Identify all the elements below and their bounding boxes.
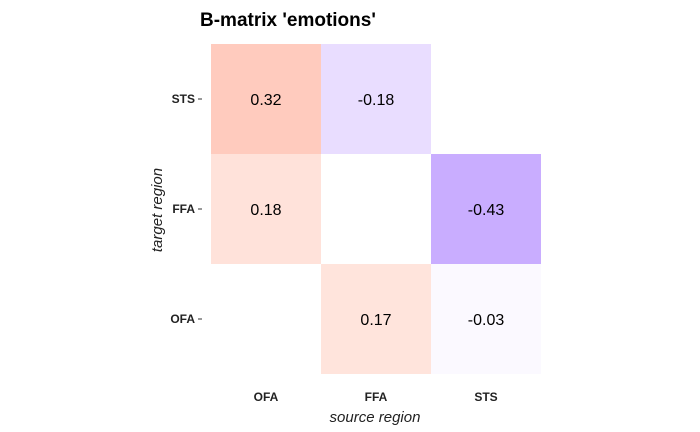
x-tick-label-ofa: OFA [254,390,279,404]
chart-title: B-matrix 'emotions' [200,10,376,31]
heatmap-cell-ffa-ffa [321,154,431,264]
x-tick-label-sts: STS [474,390,497,404]
heatmap-cell-ofa-sts [431,264,541,374]
x-axis-label: source region [330,409,421,426]
y-tick-label-ffa: FFA [172,202,195,216]
heatmap-cell-ffa-sts [431,154,541,264]
x-tick-label-ffa: FFA [365,390,388,404]
y-axis-ticks: STS FFA OFA [170,92,202,326]
cell-value-label: -0.18 [358,92,395,109]
cell-value-label: 0.32 [250,92,281,109]
heatmap-cell-labels: 0.32 -0.18 0.18 -0.43 0.17 -0.03 [250,92,504,329]
heatmap-cell-sts-ofa [211,44,321,154]
cell-value-label: -0.03 [468,312,505,329]
x-axis-ticks: OFA FFA STS [254,390,498,404]
cell-value-label: 0.17 [360,312,391,329]
heatmap-cell-ofa-ofa [211,264,321,374]
heatmap-cells [211,44,541,374]
y-tick-label-sts: STS [172,92,195,106]
y-axis-label: target region [149,168,166,252]
heatmap-cell-ofa-ffa [321,264,431,374]
y-tick-label-ofa: OFA [170,312,195,326]
cell-value-label: 0.18 [250,202,281,219]
heatmap-cell-sts-sts [431,44,541,154]
heatmap-cell-sts-ffa [321,44,431,154]
cell-value-label: -0.43 [468,202,505,219]
heatmap-cell-ffa-ofa [211,154,321,264]
